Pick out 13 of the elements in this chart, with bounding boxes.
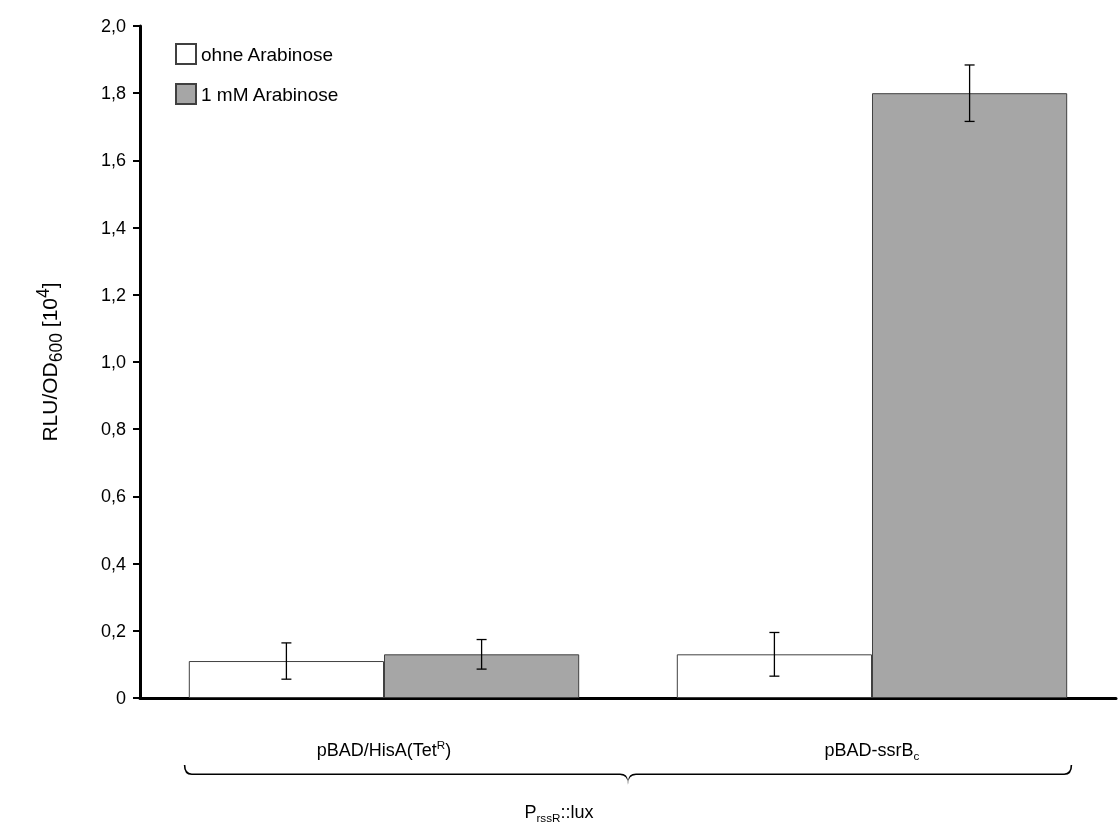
y-tick-label: 1,6 bbox=[100, 150, 126, 171]
legend-label: 1 mM Arabinose bbox=[201, 83, 339, 105]
y-tick-label: 2,0 bbox=[100, 16, 126, 36]
y-tick-label: 0,4 bbox=[100, 553, 126, 574]
y-tick-label: 0 bbox=[115, 688, 126, 708]
y-tick-label: 1,0 bbox=[100, 352, 126, 372]
y-tick-label: 1,4 bbox=[100, 217, 126, 238]
legend-label: ohne Arabinose bbox=[201, 43, 334, 65]
y-tick-label: 0,6 bbox=[100, 486, 126, 507]
y-tick-label: 1,8 bbox=[100, 83, 126, 104]
y-tick-label: 0,2 bbox=[100, 620, 126, 641]
y-tick-label: 0,8 bbox=[100, 419, 126, 440]
y-tick-label: 1,2 bbox=[100, 284, 126, 305]
